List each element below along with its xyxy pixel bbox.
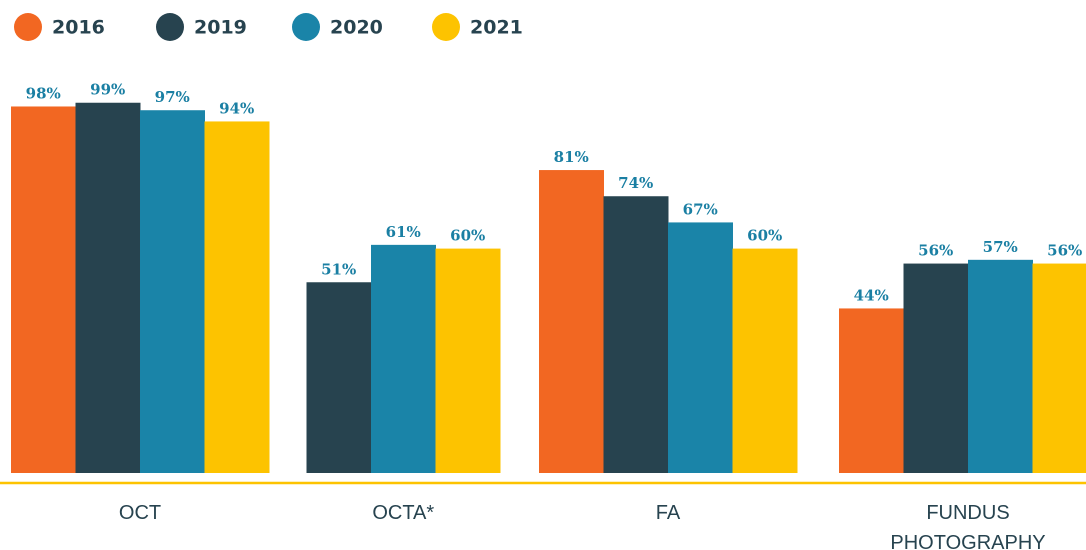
legend-label: 2016 <box>52 17 105 39</box>
category-label: FUNDUS PHOTOGRAPHY <box>890 502 1046 550</box>
value-label: 81% <box>554 148 589 166</box>
legend-label: 2021 <box>470 17 523 39</box>
value-label: 57% <box>983 238 1018 256</box>
value-label: 99% <box>90 81 125 99</box>
bar <box>204 121 270 473</box>
value-label: 60% <box>747 227 782 245</box>
bar <box>435 248 501 473</box>
value-label: 74% <box>618 174 653 192</box>
bar <box>732 248 798 473</box>
value-label: 51% <box>321 260 356 278</box>
legend-label: 2020 <box>330 17 383 39</box>
legend-label: 2019 <box>194 17 247 39</box>
bar <box>603 196 669 474</box>
legend-swatch <box>156 13 184 41</box>
value-label: 56% <box>1047 242 1082 260</box>
bar <box>539 170 604 473</box>
bar <box>11 106 76 473</box>
bar <box>140 110 205 473</box>
value-label: 94% <box>219 99 254 117</box>
category-label: FA <box>655 502 681 524</box>
legend-swatch <box>292 13 320 41</box>
value-label: 67% <box>683 200 718 218</box>
value-label: 98% <box>26 84 61 102</box>
bar <box>371 244 436 473</box>
category-label: OCTA* <box>372 502 435 524</box>
category-label: OCT <box>118 502 162 524</box>
bar <box>1032 263 1086 473</box>
value-label: 44% <box>854 286 889 304</box>
value-label: 56% <box>918 242 953 260</box>
value-label: 60% <box>450 227 485 245</box>
bar <box>306 282 372 473</box>
legend-swatch <box>432 13 460 41</box>
bar <box>968 259 1033 473</box>
bar <box>75 102 141 474</box>
value-label: 97% <box>155 88 190 106</box>
bar <box>903 263 969 473</box>
bar <box>668 222 733 473</box>
bar <box>839 308 904 473</box>
value-label: 61% <box>386 223 421 241</box>
legend-swatch <box>14 13 42 41</box>
